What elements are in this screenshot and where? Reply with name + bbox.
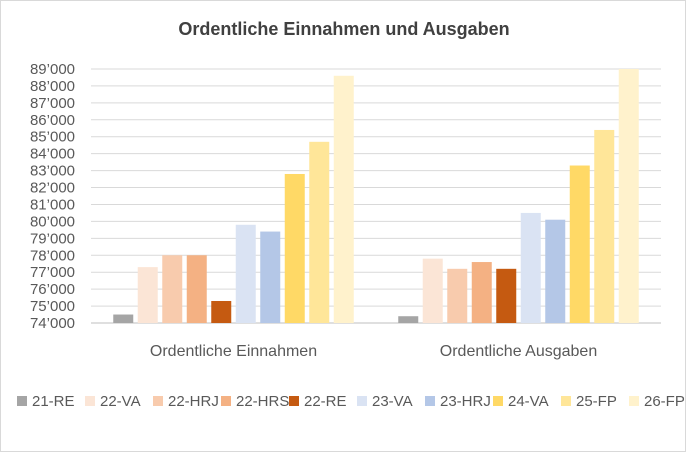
chart-title: Ordentliche Einnahmen und Ausgaben [178,19,510,39]
bar [309,141,330,323]
y-tick-label: 74’000 [30,315,75,332]
legend-swatch [357,396,367,406]
bar [545,219,566,323]
y-tick-label: 86’000 [30,112,75,129]
y-tick-label: 88’000 [30,78,75,95]
legend-label: 22-RE [304,393,347,410]
y-tick-label: 89’000 [30,61,75,78]
bar [471,262,492,323]
category-label: Ordentliche Ausgaben [440,343,597,360]
legend-swatch [493,396,503,406]
bar [113,314,134,323]
bar [618,69,639,323]
y-tick-label: 79’000 [30,230,75,247]
y-tick-label: 87’000 [30,95,75,112]
legend-label: 24-VA [508,393,549,410]
legend-label: 21-RE [32,393,75,410]
bar [260,231,281,323]
legend-swatch [629,396,639,406]
bar [333,75,354,323]
y-tick-label: 77’000 [30,264,75,281]
bar [235,224,256,323]
legend-label: 26-FP [644,393,685,410]
legend-label: 25-FP [576,393,617,410]
legend-swatch [425,396,435,406]
legend-swatch [221,396,231,406]
legend-swatch [85,396,95,406]
legend-label: 22-VA [100,393,141,410]
legend-label: 23-VA [372,393,413,410]
legend-swatch [561,396,571,406]
bar [284,173,305,323]
bar [162,255,183,323]
bar [211,300,232,323]
bar [594,129,615,323]
legend-swatch [153,396,163,406]
legend-swatch [289,396,299,406]
bar [422,258,443,323]
bar [496,268,517,323]
y-tick-label: 85’000 [30,129,75,146]
y-tick-label: 83’000 [30,163,75,180]
y-tick-label: 76’000 [30,281,75,298]
bar [569,165,590,323]
y-tick-label: 81’000 [30,196,75,213]
bar [137,267,158,323]
legend-swatch [17,396,27,406]
category-label: Ordentliche Einnahmen [150,343,317,360]
y-tick-label: 78’000 [30,247,75,264]
bar [447,268,468,323]
bar [186,255,207,323]
legend-label: 22-HRJ [168,393,219,410]
legend-label: 22-HRS [236,393,289,410]
y-tick-label: 75’000 [30,298,75,315]
legend-label: 23-HRJ [440,393,491,410]
y-tick-label: 80’000 [30,213,75,230]
bar [398,316,419,323]
bar [520,212,541,323]
y-tick-label: 84’000 [30,146,75,163]
y-tick-label: 82’000 [30,180,75,197]
